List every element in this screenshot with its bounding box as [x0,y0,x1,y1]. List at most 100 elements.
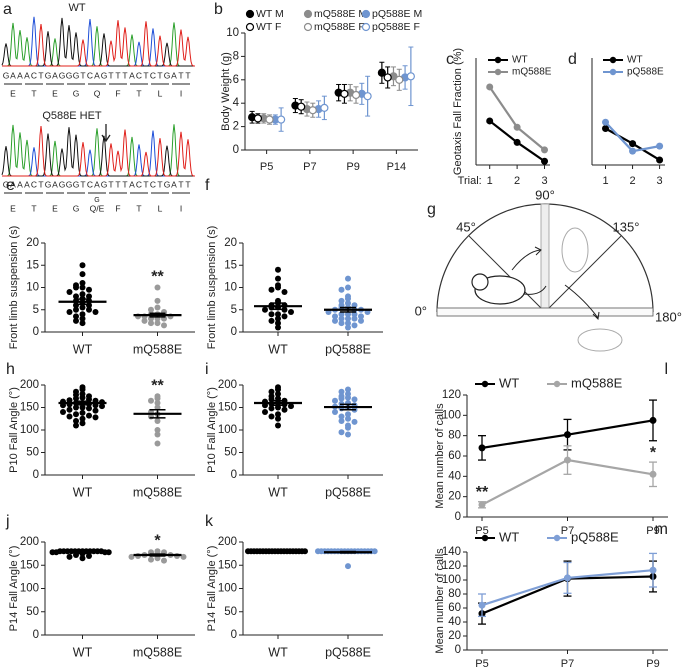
data-point [79,304,86,311]
panel-label: g [427,201,436,218]
base: A [10,179,16,189]
data-point [564,456,571,464]
y-tick-label: 10 [26,282,39,294]
data-point [332,409,338,415]
x-tick-label: WT [268,485,288,499]
data-point [73,404,79,411]
data-point [275,411,281,418]
data-point [73,293,79,300]
data-point [60,409,66,415]
data-point [86,552,92,559]
significance: ** [151,377,164,394]
x-tick-label: WT [73,645,93,659]
y-tick-label: 0 [231,629,237,641]
data-point [564,431,571,439]
residue: F [115,88,120,98]
y-tick-label: 150 [20,402,39,414]
base: A [94,179,100,189]
base: C [150,70,156,80]
data-point [478,501,486,509]
residue: E [10,203,16,213]
y-tick-label: 200 [20,536,39,548]
x-tick-label: P9 [646,525,659,537]
y-tick-label: 100 [218,583,237,595]
base: C [150,179,156,189]
data-point [345,424,351,431]
data-point [154,320,161,327]
y-tick-label: 100 [20,583,39,595]
base: T [80,179,85,189]
data-point [629,140,637,148]
data-point [154,284,161,291]
data-point [275,311,281,318]
trace-label: WT [68,2,85,14]
data-point [338,286,345,293]
base: A [24,70,30,80]
data-point [351,418,358,425]
data-point [288,308,294,315]
base: G [59,179,66,189]
panel-label: l [664,361,668,378]
data-point [275,284,281,291]
legend-label: WT [499,375,519,390]
data-point [154,418,161,424]
legend-marker [553,380,561,388]
angle-label: 90° [535,187,555,202]
y-axis-label: Mean number of calls [434,403,446,509]
data-point [79,415,86,422]
base: T [38,70,43,80]
data-point [338,320,345,327]
legend-marker [361,9,371,19]
data-point [564,574,571,582]
angle-label: 180° [655,309,682,324]
data-point [73,418,79,424]
data-point [281,288,288,295]
y-tick-label: 20 [448,491,461,503]
data-point [79,555,86,562]
data-point [332,397,338,404]
data-point [377,68,386,77]
data-point [275,422,281,429]
data-point [148,320,154,327]
arrow [564,284,600,321]
y-tick-label: 20 [448,630,461,642]
data-point [649,416,657,424]
x-tick-label: pQ588E [325,485,371,499]
base: G [59,70,66,80]
legend-label: WT F [256,21,281,33]
legend-label: mQ588E F [314,21,365,33]
data-point [79,291,86,298]
data-point [245,548,251,555]
x-tick-label: P7 [561,525,574,537]
data-point [338,315,345,322]
panel-label: a [3,1,12,18]
x-tick-label: 1 [487,175,493,187]
legend-marker [481,380,489,388]
base: G [164,70,171,80]
data-point [395,75,404,84]
data-point [288,403,294,410]
data-point [66,308,73,315]
data-point [79,315,86,322]
data-point [79,386,86,393]
base: T [157,70,162,80]
arrow [101,124,111,143]
y-tick-label: 200 [218,536,237,548]
data-point [351,315,358,322]
base: T [122,70,127,80]
data-point [268,317,275,324]
y-tick-label: 10 [224,282,237,294]
data-point [161,322,167,329]
y-tick-label: 0 [33,469,39,481]
data-point [320,103,329,112]
data-point [275,324,281,331]
data-point [338,418,345,424]
y-axis-label: Front limb suspension (s) [206,226,218,350]
data-point [281,313,288,320]
y-tick-label: 0 [233,144,239,156]
base: T [115,179,120,189]
residue: G [73,88,80,98]
base: A [129,70,135,80]
residue: E [10,88,16,98]
data-point [161,557,167,564]
